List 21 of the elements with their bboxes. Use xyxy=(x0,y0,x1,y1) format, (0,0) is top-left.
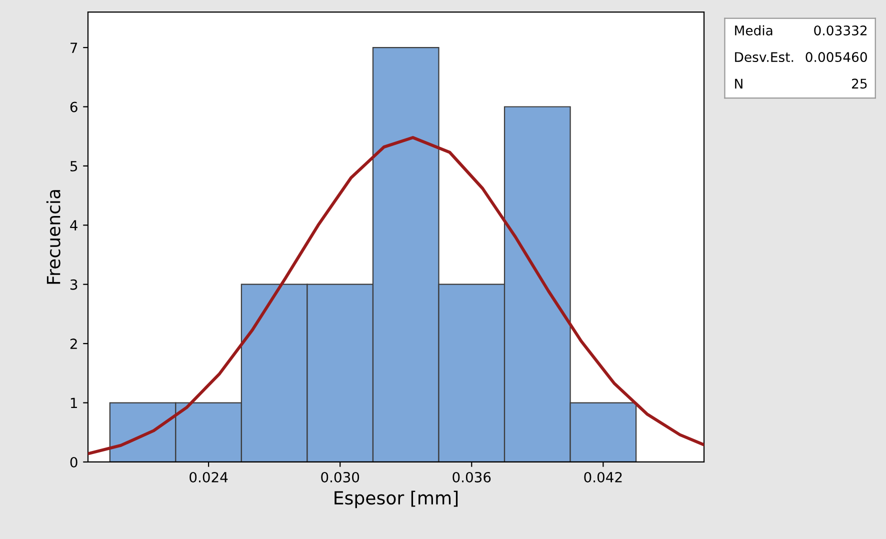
text: Media xyxy=(735,25,772,36)
x-tick-label: 0.030 xyxy=(321,472,360,482)
y-tick-label: 4 xyxy=(70,220,78,230)
y-tick-label: 5 xyxy=(70,161,78,172)
text: 0.005460 xyxy=(806,52,867,62)
y-tick-label: 7 xyxy=(70,42,78,53)
text: Desv.Est. xyxy=(735,52,794,62)
y-axis-title: Frecuencia xyxy=(46,190,60,284)
line-series xyxy=(88,136,704,456)
y-tick-label: 1 xyxy=(70,398,77,408)
text: N xyxy=(735,78,742,88)
y-tick-label: 6 xyxy=(70,102,78,112)
y-tick-label: 2 xyxy=(70,338,77,349)
text: 0.03332 xyxy=(814,25,867,36)
y-tick-label: 3 xyxy=(70,279,78,290)
x-tick-label: 0.042 xyxy=(584,472,622,482)
x-tick-label: 0.036 xyxy=(452,472,491,482)
y-tick-label: 0 xyxy=(70,456,78,468)
text: 25 xyxy=(852,78,867,89)
x-axis-title: Espesor [mm] xyxy=(334,490,458,508)
x-tick-label: 0.024 xyxy=(190,472,228,482)
